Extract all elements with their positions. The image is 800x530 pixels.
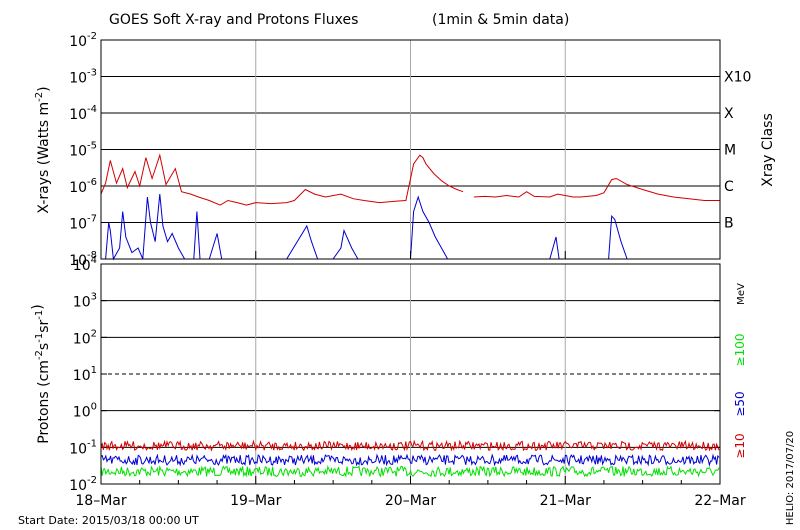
proton-ytick-label: 103 bbox=[73, 292, 97, 311]
xray-panel: 10-8 10-7 10-6 10-5 10-4 10-3 10-2 B C M X X10 Xray … bbox=[34, 31, 776, 269]
time-tick-label: 21–Mar bbox=[540, 493, 591, 509]
xray-ytick-label: 10-8 bbox=[69, 250, 97, 269]
xray-class-label: X bbox=[724, 106, 734, 122]
start-date-label: Start Date: bbox=[18, 514, 79, 527]
proton-ytick-label: 101 bbox=[73, 365, 97, 384]
xray-series-red-0 bbox=[100, 153, 464, 206]
credit-label: HELIO: 2017/07/20 bbox=[785, 431, 796, 525]
proton-ytick-label: 102 bbox=[73, 328, 97, 347]
xray-ytick-label: 10-7 bbox=[69, 214, 97, 233]
xray-ytick-label: 10-5 bbox=[69, 141, 97, 160]
chart-subtitle: (1min & 5min data) bbox=[432, 12, 569, 28]
xray-series-blue-2 bbox=[101, 194, 628, 261]
proton-series-green bbox=[100, 464, 720, 478]
proton-ylabel: Protons (cm-2s-1sr-1) bbox=[30, 304, 52, 443]
proton-series-blue bbox=[100, 453, 720, 467]
xray-ylabel: X-rays (Watts m-2) bbox=[34, 86, 52, 213]
proton-ytick-label: 104 bbox=[73, 255, 97, 274]
xray-series-red-1 bbox=[473, 177, 720, 201]
start-date-caption: Start Date: 2015/03/18 00:00 UT bbox=[18, 514, 199, 527]
proton-legend-blue: ≥50 bbox=[733, 391, 747, 416]
proton-series-red bbox=[100, 439, 720, 452]
xray-class-label: C bbox=[724, 179, 734, 195]
start-date-value: 2015/03/18 00:00 UT bbox=[81, 514, 199, 527]
proton-legend-green: ≥100 bbox=[733, 334, 747, 367]
time-axis: 18–Mar 19–Mar 20–Mar 21–Mar 22–Mar bbox=[75, 251, 746, 509]
proton-unit-label: MeV bbox=[736, 283, 747, 305]
xray-ytick-label: 10-3 bbox=[69, 68, 97, 87]
xray-class-label: B bbox=[724, 216, 734, 232]
proton-panel: 10-2 10-1 100 101 102 103 104 MeV ≥100 ≥50 ≥10 Prot… bbox=[30, 255, 747, 494]
xray-class-label: M bbox=[724, 143, 736, 159]
time-tick-label: 22–Mar bbox=[694, 493, 745, 509]
chart-title: GOES Soft X-ray and Protons Fluxes bbox=[109, 12, 358, 28]
xray-class-label: X10 bbox=[724, 70, 751, 86]
time-tick-label: 19–Mar bbox=[230, 493, 281, 509]
time-tick-label: 18–Mar bbox=[75, 493, 126, 509]
xray-ytick-label: 10-4 bbox=[69, 104, 97, 123]
proton-ytick-label: 100 bbox=[73, 402, 97, 421]
xray-class-axis-label: Xray Class bbox=[760, 113, 776, 187]
xray-ytick-label: 10-2 bbox=[69, 31, 97, 50]
proton-ytick-label: 10-1 bbox=[69, 438, 97, 457]
time-tick-label: 20–Mar bbox=[385, 493, 436, 509]
proton-ytick-label: 10-2 bbox=[69, 475, 97, 494]
xray-ytick-label: 10-6 bbox=[69, 177, 97, 196]
proton-legend-red: ≥10 bbox=[733, 433, 747, 458]
